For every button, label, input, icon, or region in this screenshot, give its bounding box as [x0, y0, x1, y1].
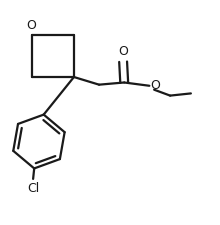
Text: O: O	[118, 45, 128, 58]
Text: O: O	[150, 79, 160, 92]
Text: Cl: Cl	[27, 181, 39, 194]
Text: O: O	[26, 19, 36, 32]
